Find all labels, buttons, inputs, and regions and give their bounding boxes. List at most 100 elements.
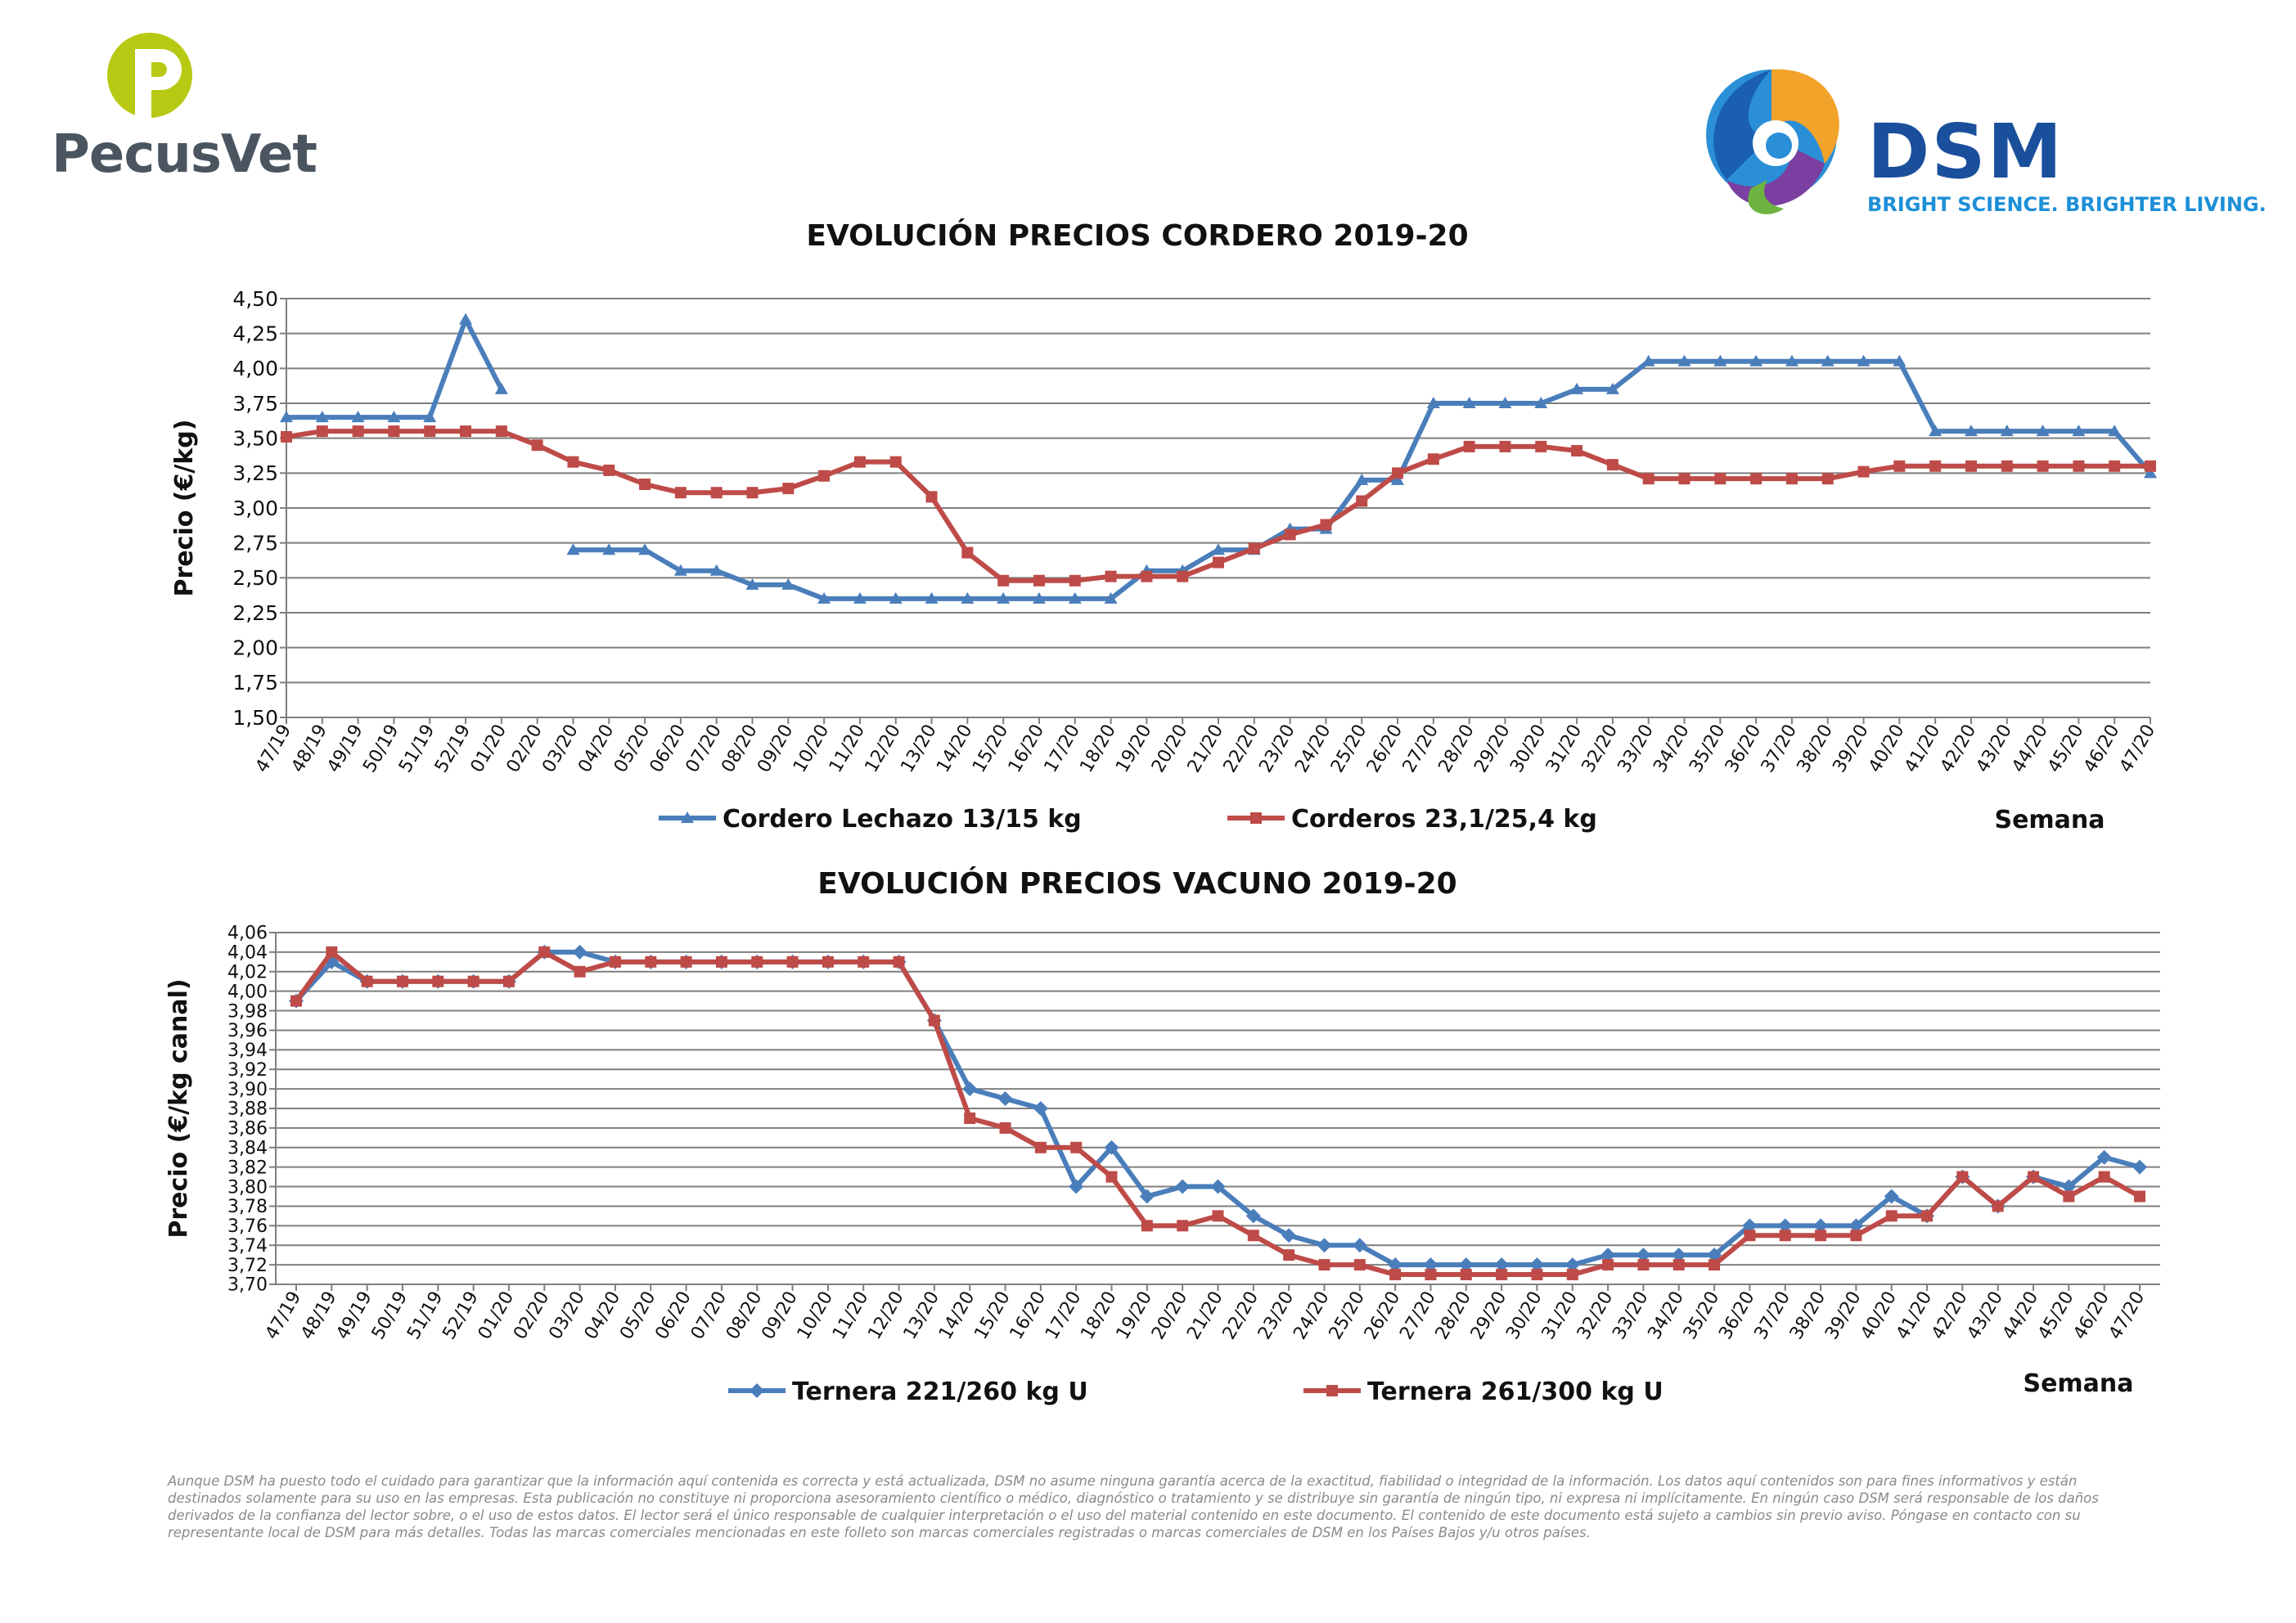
data-point-1: [1498, 397, 1512, 408]
x-tick-label: 22/20: [1220, 722, 1263, 776]
x-tick-label: 17/20: [1042, 1288, 1085, 1343]
x-axis-label: Semana: [2023, 1369, 2133, 1398]
x-tick-label: 23/20: [1254, 1288, 1298, 1343]
data-point-1: [1857, 354, 1871, 366]
x-tick-label: 05/20: [610, 722, 654, 776]
data-point-2: [290, 995, 302, 1007]
data-point-2: [1177, 1220, 1189, 1232]
data-point-1: [1848, 1218, 1864, 1234]
data-point-2: [1496, 1269, 1508, 1281]
data-point-2: [1815, 1230, 1827, 1242]
x-tick-label: 46/20: [2070, 1288, 2114, 1343]
data-point-2: [674, 487, 687, 499]
data-point-1: [1821, 354, 1835, 366]
data-point-2: [746, 487, 759, 499]
data-point-2: [1857, 465, 1870, 478]
data-point-2: [889, 456, 902, 468]
data-point-1: [1564, 1257, 1580, 1273]
data-point-2: [1283, 1249, 1295, 1261]
data-point-1: [997, 591, 1011, 604]
data-point-1: [745, 578, 759, 590]
data-point-1: [2132, 1159, 2147, 1175]
x-tick-label: 31/20: [1538, 1288, 1582, 1343]
dsm-logo: DSM BRIGHT SCIENCE. BRIGHTER LIVING.: [1694, 57, 2267, 237]
x-tick-label: 51/19: [403, 1288, 447, 1343]
legend-label: Corderos 23,1/25,4 kg: [1291, 805, 1597, 834]
data-point-2: [1070, 1141, 1083, 1153]
lamb-price-chart: EVOLUCIÓN PRECIOS CORDERO 2019-20 1,50 1,7…: [170, 218, 2159, 834]
x-tick-label: 27/20: [1399, 722, 1443, 776]
y-axis-label: Precio (€/kg canal): [164, 978, 193, 1238]
data-point-2: [1885, 1210, 1898, 1222]
x-tick-label: 12/20: [864, 1288, 907, 1343]
data-point-1: [1210, 1179, 1226, 1194]
x-tick-label: 35/20: [1686, 722, 1729, 776]
data-point-2: [1744, 1230, 1756, 1242]
x-tick-label: 19/20: [1113, 1288, 1156, 1343]
x-tick-label: 43/20: [1964, 1288, 2007, 1343]
x-tick-label: 08/20: [718, 722, 761, 776]
x-tick-label: 20/20: [1148, 722, 1191, 776]
x-tick-label: 50/19: [368, 1288, 412, 1343]
y-tick-label: 4,06: [227, 924, 268, 944]
y-tick-label: 3,74: [227, 1236, 268, 1257]
data-point-2: [715, 955, 727, 968]
data-point-1: [2144, 466, 2157, 479]
dsm-wordmark: DSM: [1867, 108, 2064, 196]
data-point-2: [1425, 1269, 1437, 1281]
data-point-2: [1714, 473, 1727, 485]
data-point-1: [1352, 1238, 1367, 1253]
data-point-1: [1600, 1248, 1616, 1263]
x-tick-label: 19/20: [1112, 722, 1155, 776]
data-point-1: [1033, 1101, 1048, 1116]
data-point-1: [1281, 1228, 1297, 1243]
pecusvet-logo: PecusVet: [45, 33, 317, 196]
data-point-2: [316, 425, 328, 438]
data-point-2: [396, 975, 408, 987]
data-point-1: [1175, 1179, 1191, 1194]
y-tick-label: 3,78: [227, 1197, 268, 1217]
data-point-2: [2001, 460, 2013, 472]
data-point-1: [315, 411, 329, 423]
data-point-2: [609, 955, 621, 968]
x-tick-label: 25/20: [1326, 1288, 1369, 1343]
data-point-2: [352, 425, 364, 438]
data-point-2: [1499, 440, 1511, 452]
dsm-swirl-icon: [1706, 69, 1839, 214]
x-tick-label: 11/20: [829, 1288, 872, 1343]
data-point-2: [531, 439, 543, 452]
y-axis-label: Precio (€/kg): [170, 420, 199, 597]
y-tick-label: 3,86: [227, 1119, 268, 1140]
x-tick-label: 04/20: [581, 1288, 624, 1343]
x-tick-label: 03/20: [545, 1288, 588, 1343]
data-point-2: [1392, 467, 1404, 479]
data-point-2: [925, 491, 938, 503]
data-point-2: [1353, 1259, 1366, 1271]
data-point-2: [1248, 542, 1260, 555]
x-tick-label: 38/20: [1786, 1288, 1830, 1343]
data-point-2: [1637, 1259, 1650, 1271]
data-point-1: [1212, 543, 1225, 555]
x-tick-label: 37/20: [1758, 722, 1801, 776]
x-tick-label: 20/20: [1148, 1288, 1191, 1343]
data-point-2: [1463, 440, 1475, 452]
x-axis-label: Semana: [1994, 806, 2105, 834]
data-point-2: [818, 470, 831, 482]
data-point-2: [1992, 1200, 2004, 1212]
x-tick-label: 06/20: [651, 1288, 695, 1343]
x-tick-label: 33/20: [1614, 722, 1658, 776]
data-point-2: [1535, 440, 1547, 452]
y-tick-label: 3,82: [227, 1158, 268, 1178]
data-point-1: [1391, 473, 1405, 485]
data-point-1: [1032, 591, 1046, 604]
data-point-1: [1605, 382, 1619, 394]
data-point-2: [495, 425, 507, 438]
y-tick-label: 3,90: [227, 1080, 268, 1100]
data-point-2: [538, 946, 551, 958]
data-point-2: [1956, 1171, 1969, 1183]
legend-marker: [750, 1383, 764, 1398]
x-tick-label: 47/19: [262, 1288, 305, 1343]
data-point-1: [459, 312, 473, 325]
x-tick-label: 30/20: [1506, 722, 1550, 776]
x-tick-label: 23/20: [1255, 722, 1299, 776]
